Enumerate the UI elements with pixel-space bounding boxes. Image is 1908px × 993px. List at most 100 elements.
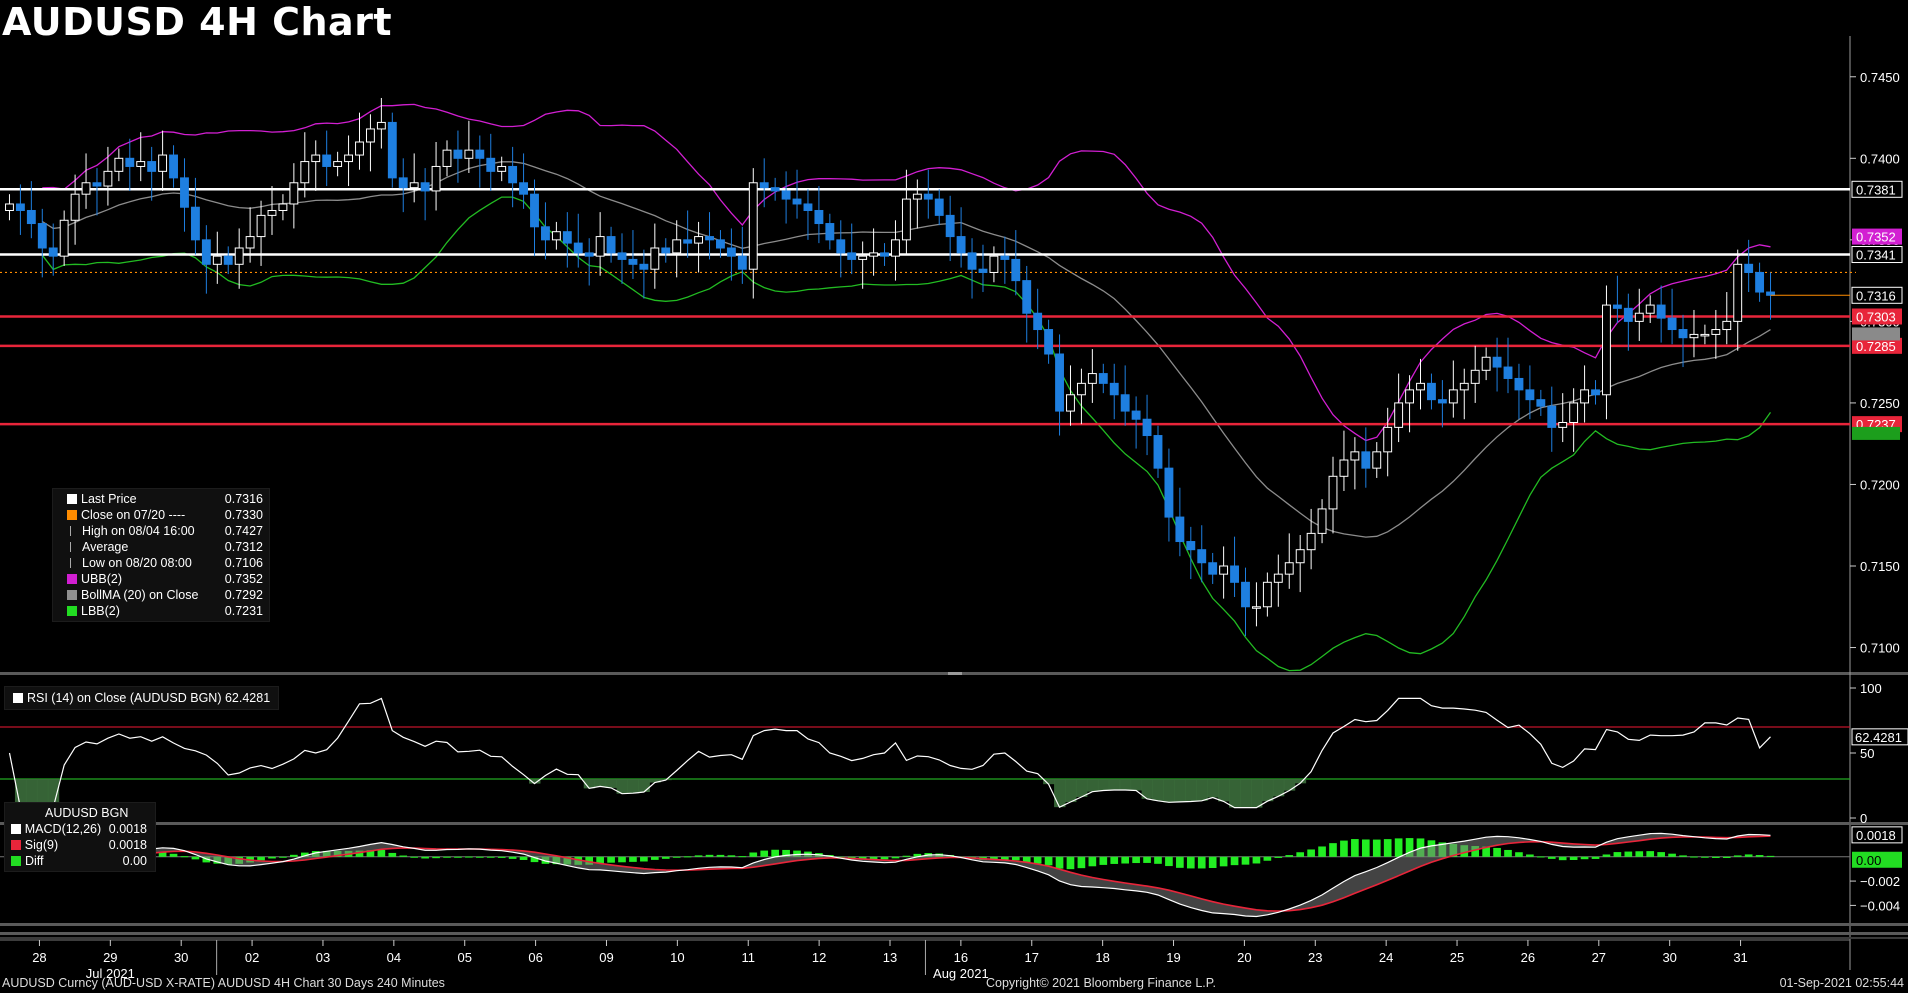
candle-down [726, 247, 736, 257]
candle-up [1416, 382, 1425, 391]
macd-diff-bar [432, 856, 440, 859]
candle-up [1405, 389, 1415, 404]
candle-down [541, 226, 550, 241]
candle-down [1120, 394, 1130, 412]
macd-diff-bar [1165, 856, 1173, 867]
macd-diff-bar [1383, 839, 1392, 857]
candle-down [1241, 581, 1250, 608]
candle-up [748, 182, 758, 270]
rsi-oversold-fill [1043, 779, 1055, 785]
x-tick-label: 25 [1450, 950, 1464, 965]
macd-diff-bar [1022, 856, 1031, 863]
candle-up [672, 239, 682, 254]
candle-down [1536, 399, 1546, 407]
rsi-oversold-fill [25, 779, 38, 808]
candle-up [344, 154, 353, 163]
footer-center: Copyright© 2021 Bloomberg Finance L.P. [986, 976, 1216, 990]
legend-swatch-icon [67, 574, 77, 584]
macd-diff-bar [1744, 854, 1753, 857]
lower-bollinger-band [41, 196, 1772, 672]
legend-label: LBB(2) [81, 604, 120, 618]
rsi-oversold-fill [1229, 779, 1241, 808]
rsi-oversold-fill [616, 779, 628, 794]
macd-diff-bar [1679, 855, 1687, 857]
macd-diff-bar [290, 854, 298, 857]
price-tag-label: 0.7303 [1856, 309, 1896, 324]
macd-diff-bar [530, 856, 539, 863]
y-tick-label: 0 [1860, 811, 1867, 826]
y-tick-label: 0.7100 [1860, 641, 1900, 656]
candle-up [1087, 373, 1097, 384]
macd-diff-bar [1646, 851, 1655, 857]
candle-up [1722, 320, 1732, 331]
macd-diff-bar [738, 856, 747, 858]
x-tick-label: 27 [1592, 950, 1606, 965]
candle-up [431, 165, 441, 192]
candle-up [289, 182, 299, 205]
macd-diff-bar [1547, 856, 1556, 859]
divider-handle [948, 672, 962, 675]
macd-diff-bar [1635, 851, 1644, 857]
legend-value: 0.7352 [224, 572, 263, 586]
x-tick-label: 11 [741, 950, 755, 965]
rsi-oversold-fill [529, 779, 541, 784]
x-tick-label: 30 [1662, 950, 1676, 965]
rsi-panel: 100 50 0 62.4281 [0, 681, 1908, 826]
candle-up [1711, 329, 1721, 335]
candle-up [158, 154, 168, 172]
candle-down [1011, 258, 1021, 282]
macd-diff-bar [1219, 856, 1228, 867]
legend-label: Sig(9) [24, 838, 59, 852]
macd-signal-fill [31, 833, 1771, 917]
legend-row: BollMA (20) on Close 0.7292 [67, 587, 263, 603]
macd-diff-bar [749, 852, 758, 857]
macd-diff-bar [1055, 856, 1064, 869]
macd-diff-bar [169, 853, 178, 857]
candle-up [1262, 581, 1272, 608]
y-tick-label: 0.7200 [1860, 477, 1900, 492]
macd-diff-bar [661, 856, 670, 859]
macd-diff-bar [355, 850, 364, 857]
candle-down [530, 193, 539, 228]
candle-up [365, 128, 375, 143]
rsi-oversold-fill [47, 779, 60, 808]
macd-diff-bar [1471, 846, 1480, 857]
candle-up [245, 236, 255, 249]
candle-down [508, 165, 518, 184]
candle-down [125, 157, 135, 167]
macd-diff-bar [202, 856, 211, 863]
macd-diff-bar [793, 850, 801, 857]
macd-diff-bar [760, 850, 769, 857]
legend-row: UBB(2) 0.7352 [67, 571, 263, 587]
candle-down [26, 209, 36, 225]
candle-up [1273, 573, 1283, 583]
macd-diff-bar [377, 849, 386, 857]
candle-down [322, 154, 332, 167]
legend-label: UBB(2) [81, 572, 122, 586]
candle-down [1142, 418, 1152, 437]
candle-up [136, 161, 146, 167]
candle-up [1733, 263, 1743, 322]
candle-down [180, 177, 189, 208]
candle-down [1055, 353, 1064, 412]
candle-up [81, 182, 91, 195]
macd-diff-bar [1558, 856, 1567, 861]
macd-diff-bar [1154, 856, 1162, 864]
macd-line [31, 832, 1771, 918]
macd-diff-bar [1591, 856, 1600, 859]
month-label: Aug 2021 [933, 966, 989, 981]
macd-value-label: 0.0018 [1856, 828, 1896, 843]
legend-label: BollMA (20) on Close [81, 588, 199, 602]
macd-diff-bar [1274, 856, 1283, 858]
macd-diff-bar [902, 855, 911, 857]
lbb-tag [1852, 426, 1900, 440]
candle-down [945, 214, 955, 238]
candle-down [956, 236, 966, 254]
candle-down [1678, 329, 1688, 339]
rsi-oversold-fill [638, 779, 650, 792]
rsi-oversold-fill [1065, 779, 1077, 803]
candle-down [639, 263, 649, 270]
candle-down [201, 239, 211, 265]
legend-value: 0.0018 [108, 838, 147, 852]
